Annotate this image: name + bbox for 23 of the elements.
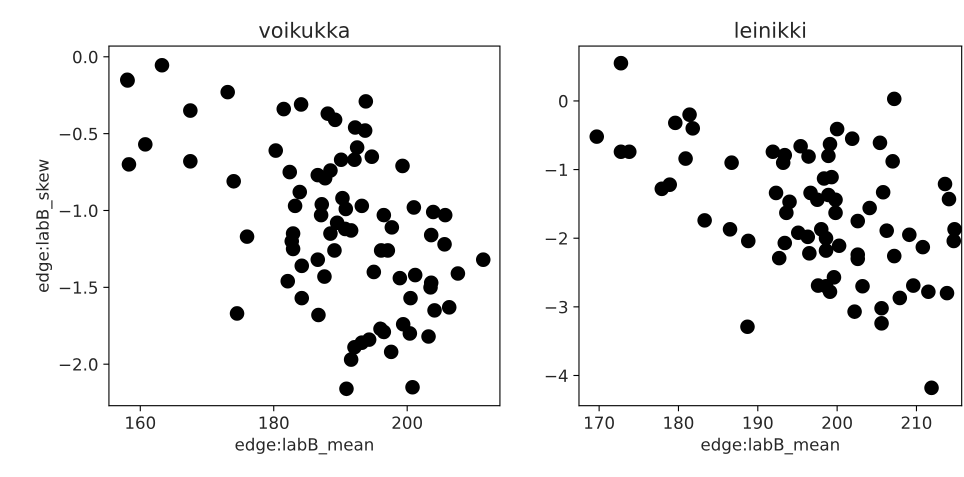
y-tick-label: −1.0: [60, 204, 98, 218]
x-tick-label: 200: [822, 416, 852, 430]
chart-title: leinikki: [736, 22, 806, 38]
y-tick-label: −2.0: [60, 358, 98, 371]
y-tick-label: −4: [546, 370, 568, 382]
x-axis-title: edge:labB_mean: [701, 438, 839, 454]
y-tick-label: 0: [559, 94, 568, 108]
chart-title: voikukka: [259, 22, 349, 38]
y-tick-label: 0.0: [73, 50, 98, 64]
y-tick-label: −1.5: [60, 282, 98, 294]
y-tick-label: −3: [546, 300, 568, 314]
x-tick-label: 170: [585, 416, 614, 430]
x-tick-label: 160: [126, 416, 156, 430]
y-tick-label: −0.5: [60, 128, 98, 140]
x-tick-label: 180: [664, 416, 694, 430]
y-axis-title: edge:labB_skew: [36, 160, 52, 292]
x-tick-label: 180: [260, 416, 289, 430]
x-axis-title: edge:labB_mean: [235, 438, 373, 454]
x-tick-label: 190: [744, 416, 773, 430]
y-tick-label: −1: [546, 164, 568, 176]
y-tick-label: −2: [546, 232, 567, 245]
x-tick-label: 200: [392, 416, 422, 430]
x-tick-label: 210: [902, 416, 932, 430]
